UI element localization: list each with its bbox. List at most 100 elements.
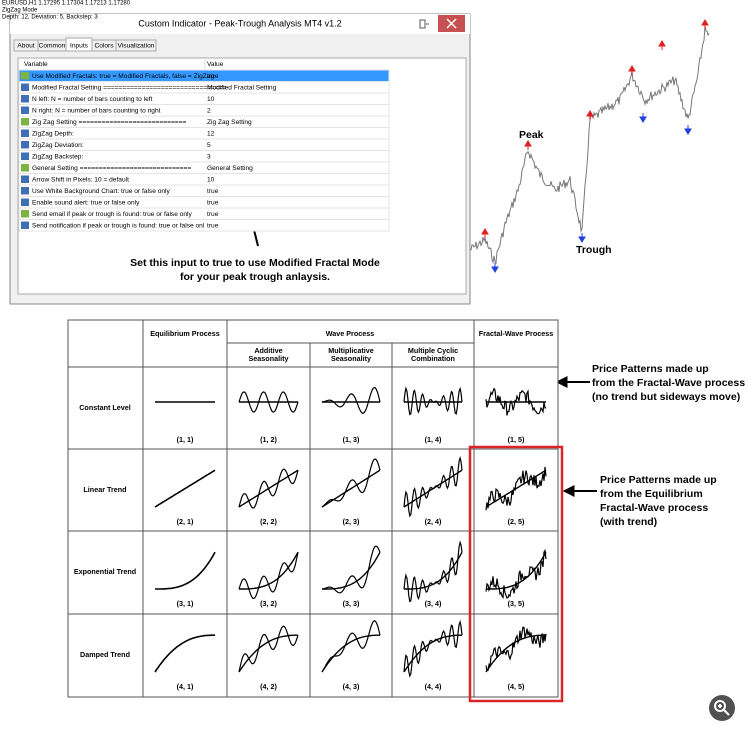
input-name: Send email if peak or trough is found: t… <box>32 211 193 218</box>
input-value: true <box>207 199 219 206</box>
cell-label: (1, 5) <box>508 435 525 444</box>
input-name: Enable sound alert: true or false only <box>32 199 140 206</box>
input-value: 5 <box>207 142 211 149</box>
pattern-sketch <box>485 387 546 416</box>
trough-arrow <box>491 263 499 273</box>
note: from the Equilibrium <box>600 488 703 500</box>
column-header: Value <box>207 61 224 68</box>
sub-header: Combination <box>411 354 455 363</box>
peak-arrow <box>701 19 709 29</box>
table-frame <box>67 319 559 698</box>
input-row[interactable] <box>18 127 390 140</box>
cell-label: (2, 2) <box>260 517 277 526</box>
note: Fractal-Wave process <box>600 502 708 514</box>
cell-label: (3, 1) <box>177 599 194 608</box>
peak-arrow <box>628 65 636 75</box>
group-header: Equilibrium Process <box>150 329 220 338</box>
chart-label: Peak <box>519 129 544 141</box>
input-name: N right: N = number of bars counting to … <box>32 107 161 114</box>
pattern-sketch <box>485 626 547 672</box>
pattern-sketch <box>155 551 216 590</box>
row-label: Exponential Trend <box>74 567 136 576</box>
input-value: Zig Zag Setting <box>207 119 252 126</box>
cell-label: (2, 1) <box>177 517 194 526</box>
input-value: true <box>207 73 219 80</box>
dialog-titlebar <box>10 14 470 34</box>
group-header: Wave Process <box>326 329 374 338</box>
note: Price Patterns made up <box>592 363 709 375</box>
trough-arrow <box>684 125 692 135</box>
column-header: Variable <box>24 61 48 68</box>
input-value: true <box>207 222 219 229</box>
cell-label: (1, 3) <box>343 435 360 444</box>
help-icon[interactable] <box>419 19 429 29</box>
input-name: Use White Background Chart: true or fals… <box>32 188 171 195</box>
content: EURUSD,H1 1.17295 1.17304 1.17213 1.1728… <box>2 1 745 698</box>
trend-sketch <box>238 469 299 508</box>
input-value: 12 <box>207 130 215 137</box>
trend-sketch <box>404 551 463 590</box>
tab-label: Visualization <box>118 42 155 49</box>
trend-sketch <box>485 634 546 673</box>
pattern-sketch <box>485 548 547 599</box>
input-row[interactable] <box>18 219 390 232</box>
input-name: Use Modified Fractals: true = Modified F… <box>32 73 214 80</box>
terminal-info: ZigZag Mode <box>2 8 38 14</box>
peak-arrow <box>481 228 489 238</box>
note: Price Patterns made up <box>600 474 717 486</box>
cell-label: (1, 1) <box>177 435 194 444</box>
row-label: Linear Trend <box>83 485 126 494</box>
tab[interactable] <box>115 39 157 52</box>
row-icon <box>21 210 29 218</box>
sub-header: Seasonality <box>331 354 371 363</box>
trend-sketch <box>486 551 547 590</box>
pattern-sketch <box>321 545 381 594</box>
row-icon <box>21 221 29 229</box>
input-name: Arrow Shift in Pixels: 10 = default <box>32 176 129 183</box>
peak-arrow <box>586 110 594 120</box>
trough-arrow <box>578 233 586 243</box>
note: (no trend but sideways move) <box>592 391 740 403</box>
row-label: Damped Trend <box>80 650 130 659</box>
cell-label: (3, 5) <box>508 599 525 608</box>
row-icon <box>21 95 29 103</box>
row-icon <box>21 141 29 149</box>
terminal-info: EURUSD,H1 1.17295 1.17304 1.17213 1.1728… <box>2 1 131 7</box>
cell-label: (4, 4) <box>425 682 442 691</box>
input-name: ZigZag Backstep: <box>32 153 83 160</box>
cell-label: (2, 5) <box>508 517 525 526</box>
cell-label: (1, 4) <box>425 435 442 444</box>
note: from the Fractal-Wave process <box>592 377 745 389</box>
dialog-title: Custom Indicator - Peak-Trough Analysis … <box>138 18 341 28</box>
tab-label: Inputs <box>70 42 89 49</box>
terminal-info: Depth: 12, Deviation: 5, Backstep: 3 <box>2 15 98 21</box>
cell-label: (2, 4) <box>425 517 442 526</box>
row-icon <box>21 106 29 114</box>
chart-label: Trough <box>576 244 612 256</box>
cell-label: (4, 3) <box>343 682 360 691</box>
input-name: Send notification if peak or trough is f… <box>32 222 205 229</box>
peak-arrow <box>658 40 666 50</box>
sub-header: Multiplicative <box>328 346 374 355</box>
annotation: Set this input to true to use Modified F… <box>130 257 380 269</box>
input-value: General Setting <box>207 165 253 172</box>
zoom-button[interactable] <box>709 695 735 721</box>
input-name: General Setting ========================… <box>32 165 191 172</box>
trend-sketch <box>322 551 381 590</box>
pattern-sketch <box>321 458 381 508</box>
sub-header: Multiple Cyclic <box>408 346 458 355</box>
trend-sketch <box>485 469 547 508</box>
sub-header: Additive <box>254 346 282 355</box>
trend-sketch <box>321 634 380 673</box>
row-icon <box>21 72 29 80</box>
tab-label: About <box>17 42 34 49</box>
close-icon <box>446 18 457 29</box>
cell-label: (3, 4) <box>425 599 442 608</box>
trend-sketch <box>238 634 298 673</box>
input-value: 2 <box>207 107 211 114</box>
input-name: N left: N = number of bars counting to l… <box>32 96 153 103</box>
input-value: 10 <box>207 176 215 183</box>
pattern-sketch <box>321 620 381 673</box>
input-value: true <box>207 211 219 218</box>
